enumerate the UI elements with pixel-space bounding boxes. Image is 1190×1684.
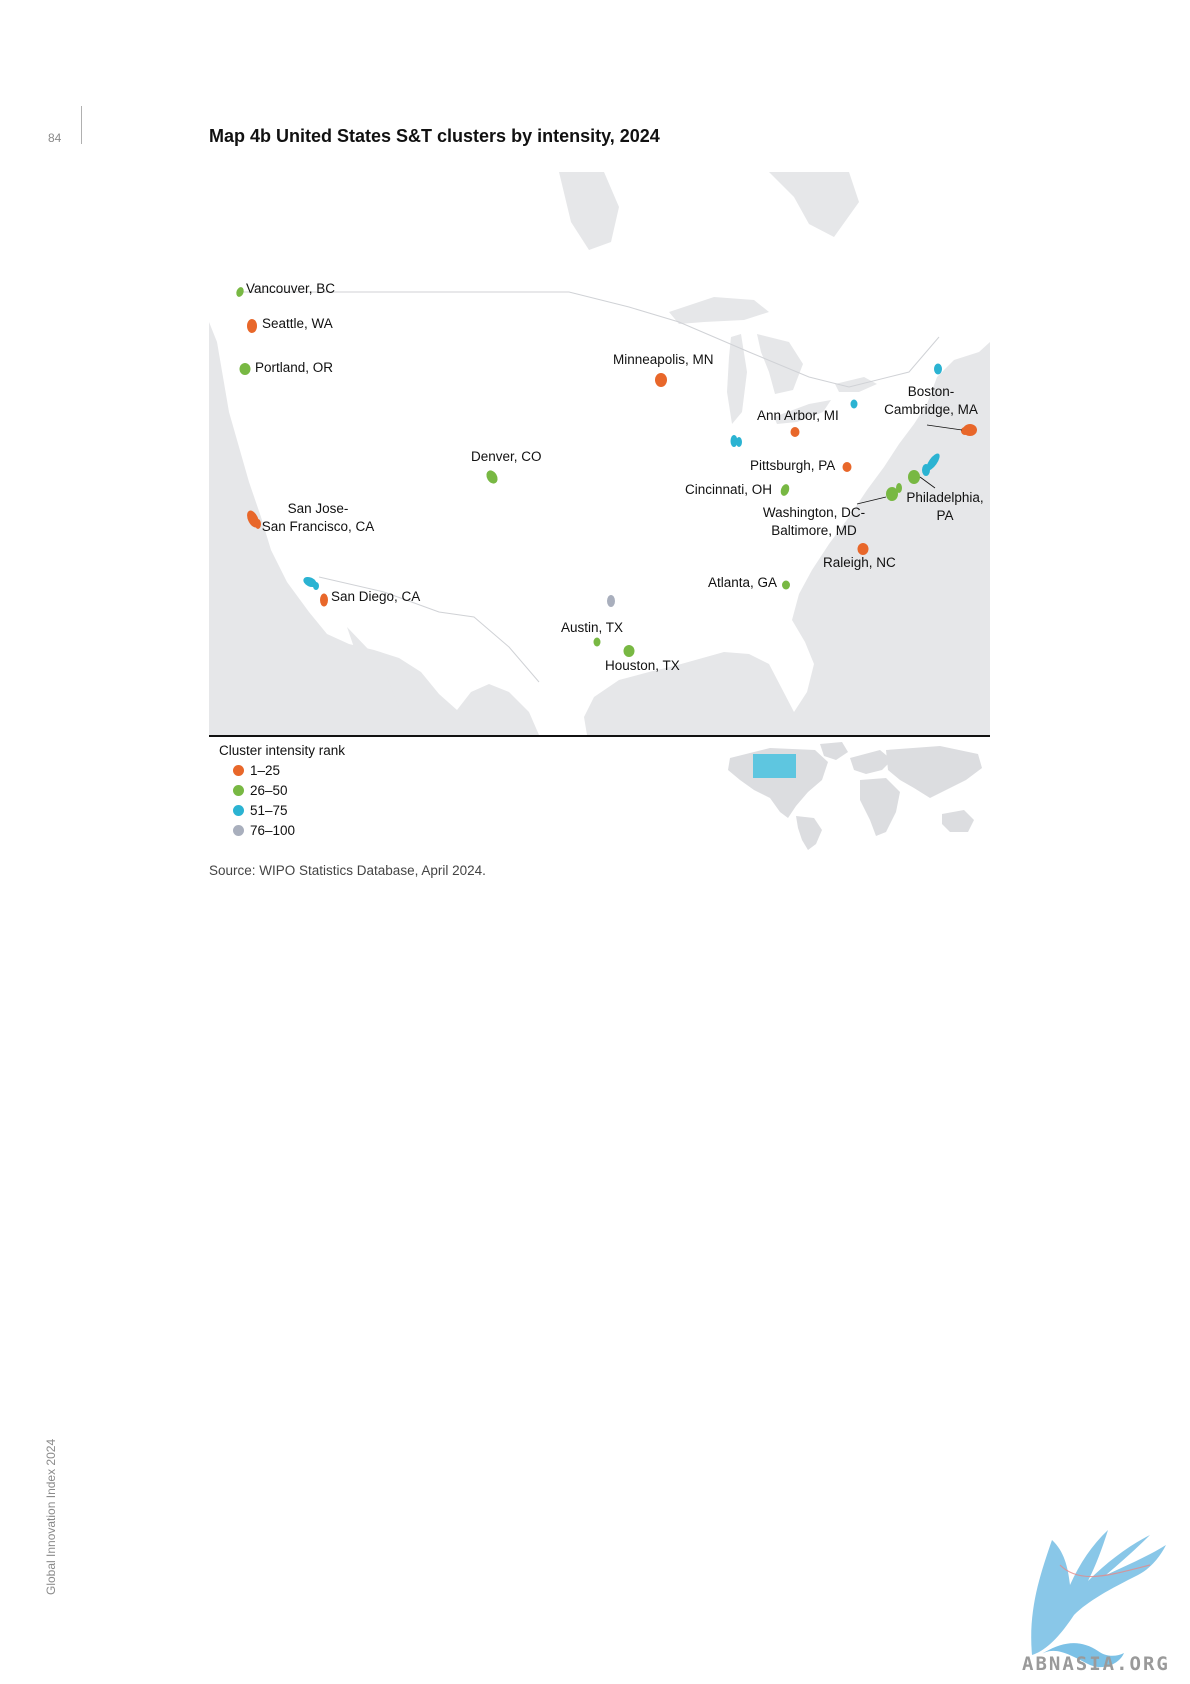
cluster-atlanta [782,580,790,590]
cluster-houston [623,645,635,657]
label-portland: Portland, OR [255,360,334,375]
label-austin: Austin, TX [561,620,624,635]
label-ann-arbor: Ann Arbor, MI [757,408,839,423]
map-title: Map 4b United States S&T clusters by int… [209,126,660,146]
cluster-raleigh [857,543,869,555]
label-washington: Washington, DC- Baltimore, MD [755,504,873,540]
label-boston: Boston- Cambridge, MA [879,383,983,419]
label-seattle: Seattle, WA [262,316,333,331]
legend-label: 26–50 [250,782,288,798]
cluster-san-jose [247,510,261,529]
us-mexico-border [318,576,540,683]
label-boston-line2: Cambridge, MA [884,402,978,417]
leader-washington [856,496,887,505]
legend-swatch-green [233,784,244,796]
cluster-washington [886,483,902,501]
lake-ontario [835,377,877,392]
cluster-san-diego [320,593,328,607]
inset-greenland [820,742,848,760]
label-philadelphia-line1: Philadelphia, [906,490,984,505]
legend-label: 76–100 [250,822,296,838]
legend-item: 26–50 [219,780,345,800]
label-boston-line1: Boston- [907,384,955,399]
lake-michigan [727,334,747,424]
label-washington-line2: Baltimore, MD [771,523,857,538]
cluster-chicago [730,435,742,447]
cluster-dallas [607,595,615,607]
canada-us-border [239,291,940,388]
gulf-of-california [347,627,399,717]
us-map: Vancouver, BC Seattle, WA Portland, OR M… [209,172,990,735]
inset-australia [942,810,974,832]
legend-item: 1–25 [219,760,345,780]
cluster-boston-north [934,363,942,375]
legend-swatch-gray [233,824,244,836]
label-washington-line1: Washington, DC- [762,505,866,520]
cluster-minneapolis [655,373,667,387]
label-houston: Houston, TX [605,658,680,673]
legend-swatch-blue [233,804,244,816]
cluster-boston [961,424,977,436]
cluster-seattle [247,319,257,333]
legend-label: 1–25 [250,762,281,778]
label-san-diego: San Diego, CA [331,589,421,604]
cluster-vancouver [236,287,244,297]
cluster-ann-arbor [790,427,800,437]
label-san-jose-line2: San Francisco, CA [261,519,375,534]
legend: Cluster intensity rank 1–25 26–50 51–75 … [219,743,345,840]
label-philadelphia: Philadelphia, PA [901,489,989,525]
lake-huron [757,334,803,394]
source-note: Source: WIPO Statistics Database, April … [209,863,486,878]
inset-asia [886,746,982,798]
legend-swatch-orange [233,764,244,776]
running-footer: Global Innovation Index 2024 [44,1438,58,1595]
map-canvas [209,172,990,735]
abnasia-logo-icon [1031,1530,1166,1668]
label-pittsburgh: Pittsburgh, PA [750,458,836,473]
label-san-jose-line1: San Jose- [287,501,349,516]
hudson-bay [559,172,619,250]
world-inset-svg [728,742,982,850]
lake-erie [774,400,831,424]
leader-philadelphia [919,476,936,489]
cluster-nyc [922,453,940,476]
legend-item: 76–100 [219,820,345,840]
cluster-cincinnati [780,484,790,496]
cluster-portland [239,363,251,375]
label-vancouver: Vancouver, BC [246,281,336,296]
legend-item: 51–75 [219,800,345,820]
map-bottom-rule [209,735,990,737]
cluster-denver [486,470,498,484]
label-san-jose: San Jose- San Francisco, CA [245,500,391,536]
lake-superior [669,297,769,324]
page-number: 84 [48,131,62,145]
land-mass [209,172,990,735]
cluster-los-angeles [303,576,319,590]
leader-boston [926,424,963,431]
label-raleigh: Raleigh, NC [823,555,896,570]
abnasia-logo-text: ABNASIA.ORG [1022,1653,1170,1675]
label-cincinnati: Cincinnati, OH [685,482,773,497]
label-atlanta: Atlanta, GA [708,575,778,590]
legend-title: Cluster intensity rank [219,743,346,758]
inset-europe [850,750,892,774]
cluster-pittsburgh [842,462,852,472]
label-philadelphia-line2: PA [936,508,954,523]
world-inset-map [710,740,990,850]
cluster-philadelphia [908,470,920,484]
north-water [769,172,859,237]
page-divider [81,106,82,144]
inset-africa [860,778,900,836]
inset-highlight [753,754,796,778]
label-denver: Denver, CO [471,449,542,464]
legend-label: 51–75 [250,802,288,818]
inset-south-america [796,816,822,850]
cluster-austin [593,637,601,647]
cluster-michigan-blue [850,399,858,409]
label-minneapolis: Minneapolis, MN [613,352,714,367]
